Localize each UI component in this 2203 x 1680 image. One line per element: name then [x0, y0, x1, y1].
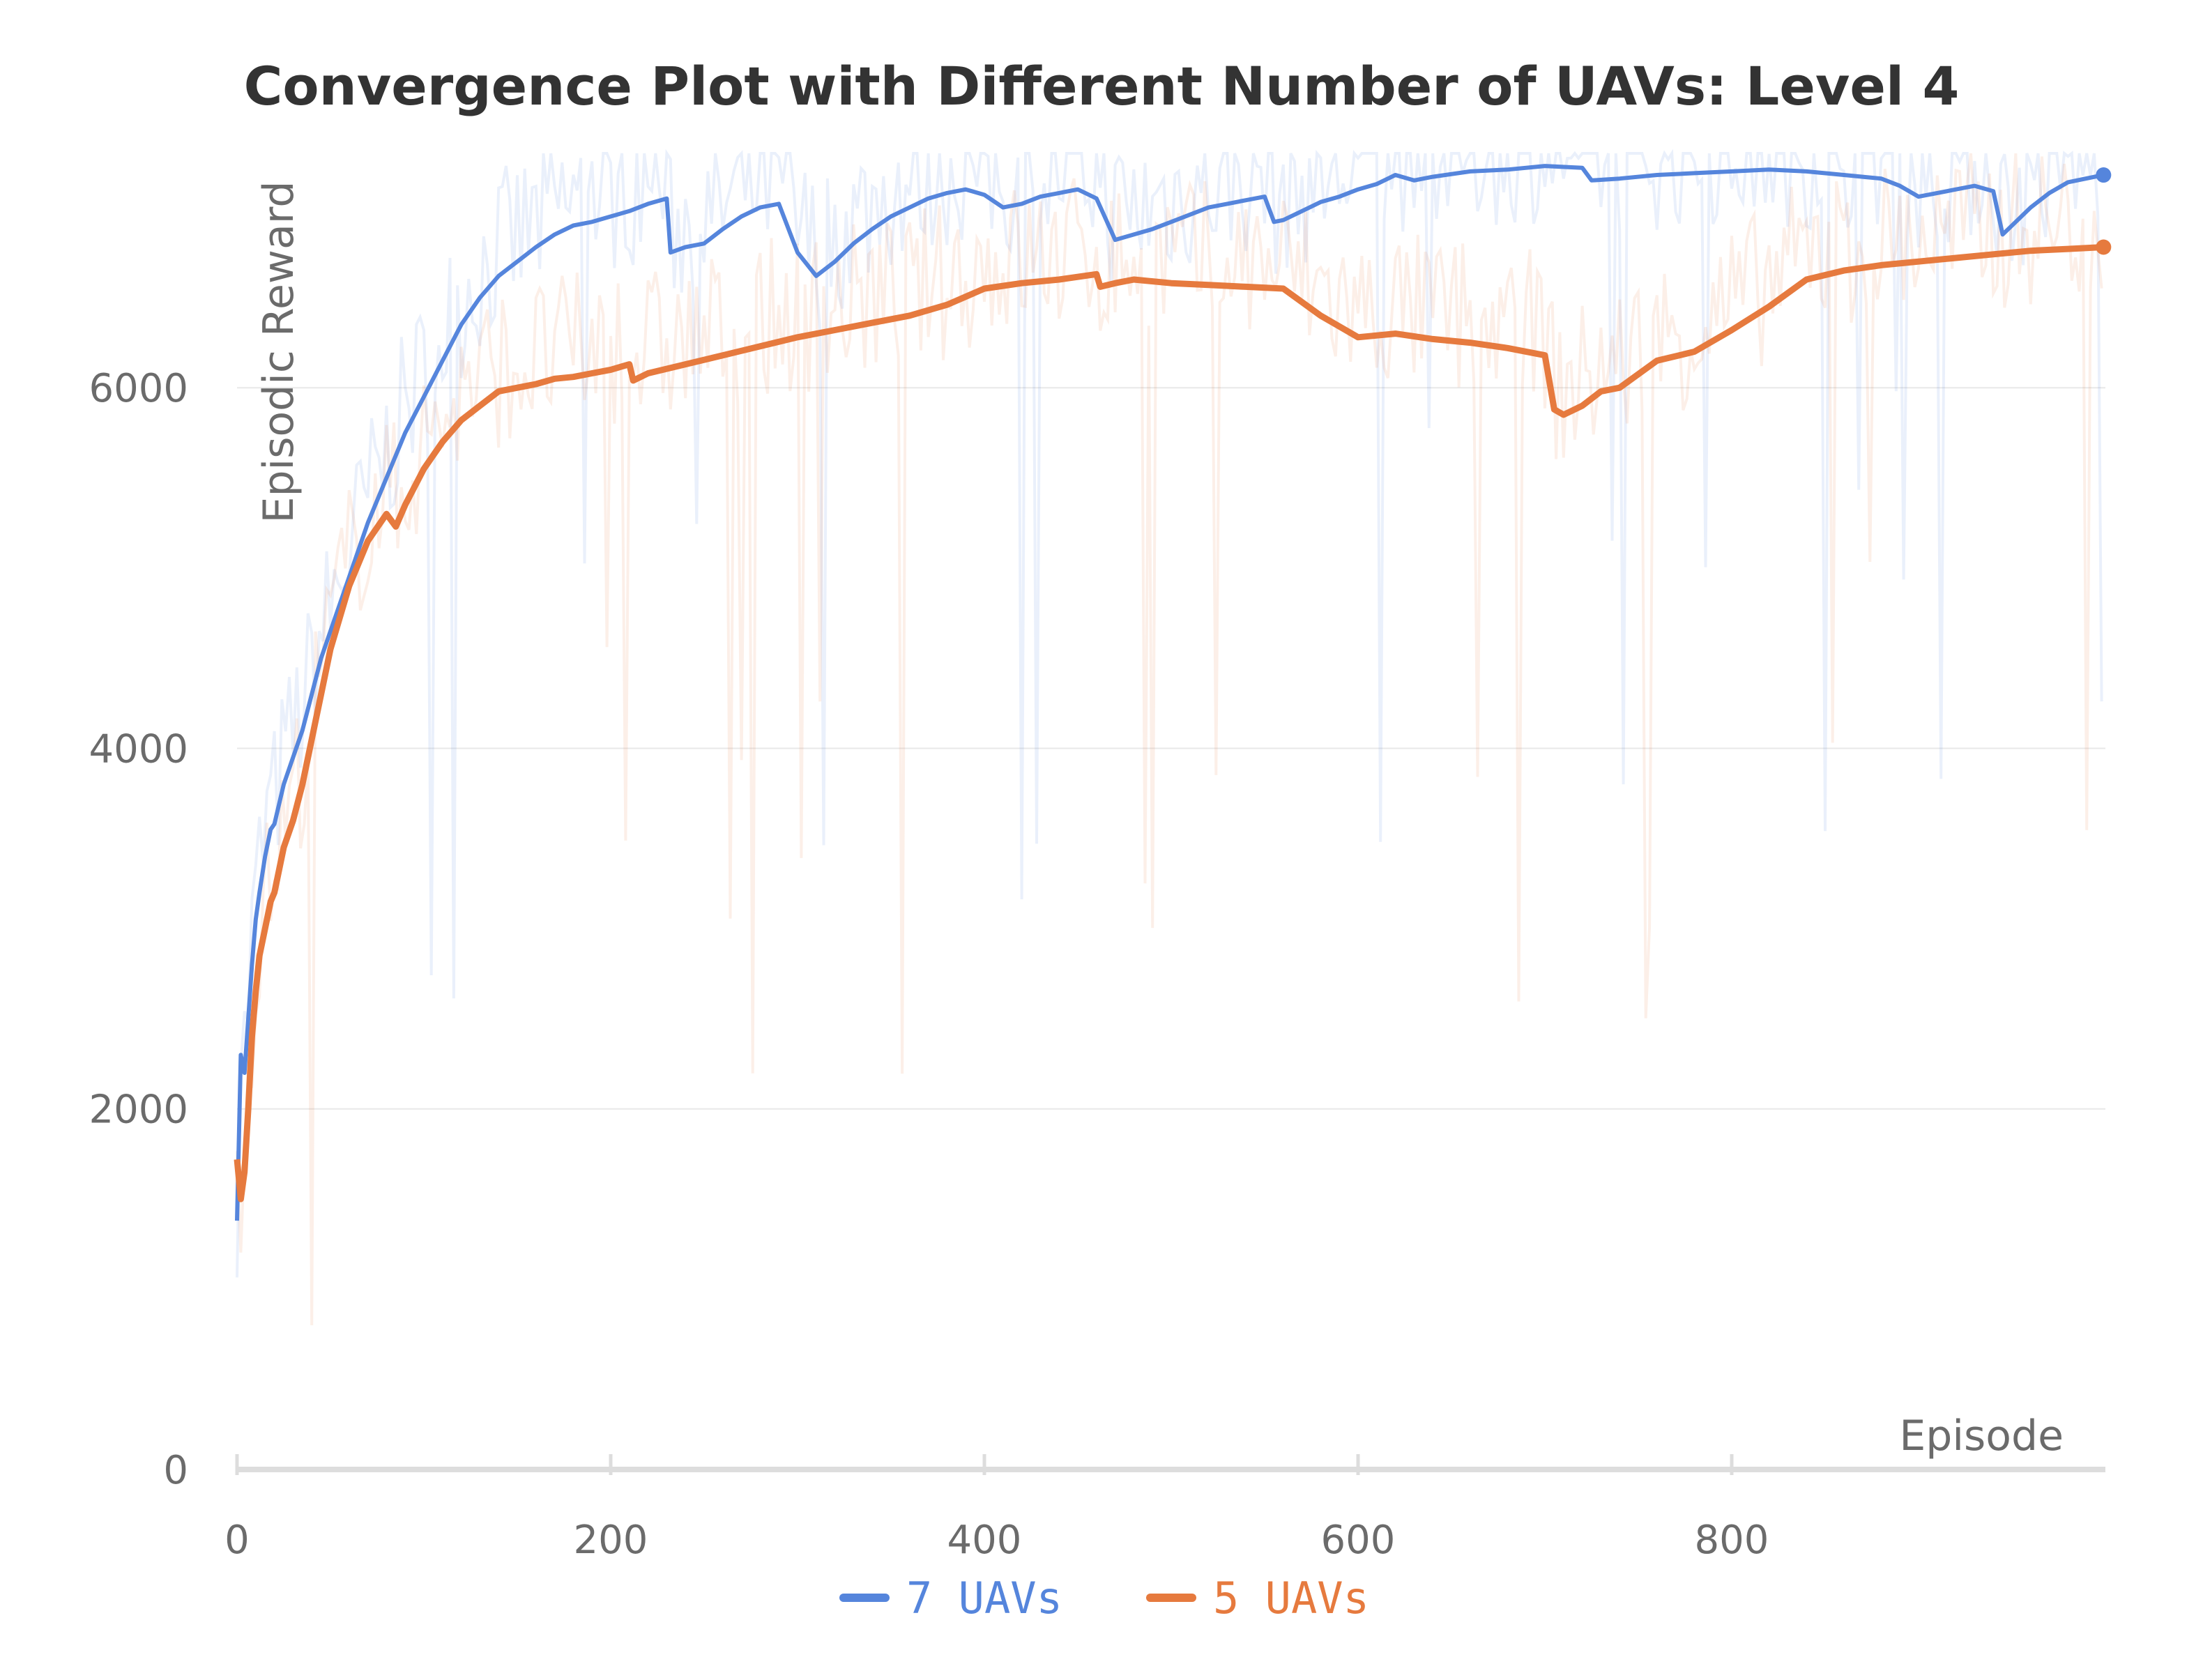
y-axis-label: Episodic Reward [254, 181, 303, 524]
x-tick-label-600: 600 [1321, 1518, 1396, 1563]
series-endpoint-7-uavs [2096, 167, 2112, 183]
raw-trace-5-uavs [236, 153, 2103, 1326]
x-tick-label-200: 200 [574, 1518, 648, 1563]
y-tick-label-4000: 4000 [89, 726, 188, 772]
x-tick-label-800: 800 [1695, 1518, 1769, 1563]
series-lines [234, 164, 2112, 1221]
chart-title: Convergence Plot with Different Number o… [244, 55, 1960, 117]
x-axis-label: Episode [1899, 1412, 2064, 1460]
gridlines: 0 2000 4000 6000 [89, 366, 2105, 1493]
x-axis: 0 200 400 600 800 [224, 1454, 2105, 1563]
y-tick-label-2000: 2000 [89, 1087, 188, 1133]
series-endpoint-5-uavs [2096, 239, 2112, 255]
legend: 7 UAVs 5 UAVs [839, 1573, 1369, 1624]
legend-label-5-uavs: 5 UAVs [1213, 1573, 1369, 1624]
y-tick-label-6000: 6000 [89, 366, 188, 411]
series-line-5-uavs [234, 244, 2104, 1202]
x-tick-label-400: 400 [947, 1518, 1022, 1563]
raw-noise-layer [236, 148, 2103, 1326]
legend-label-7-uavs: 7 UAVs [906, 1573, 1062, 1624]
series-line-7-uavs [235, 164, 2104, 1221]
y-tick-label-0: 0 [163, 1448, 188, 1493]
raw-trace-7-uavs [236, 148, 2103, 1278]
x-tick-label-0: 0 [224, 1518, 250, 1563]
